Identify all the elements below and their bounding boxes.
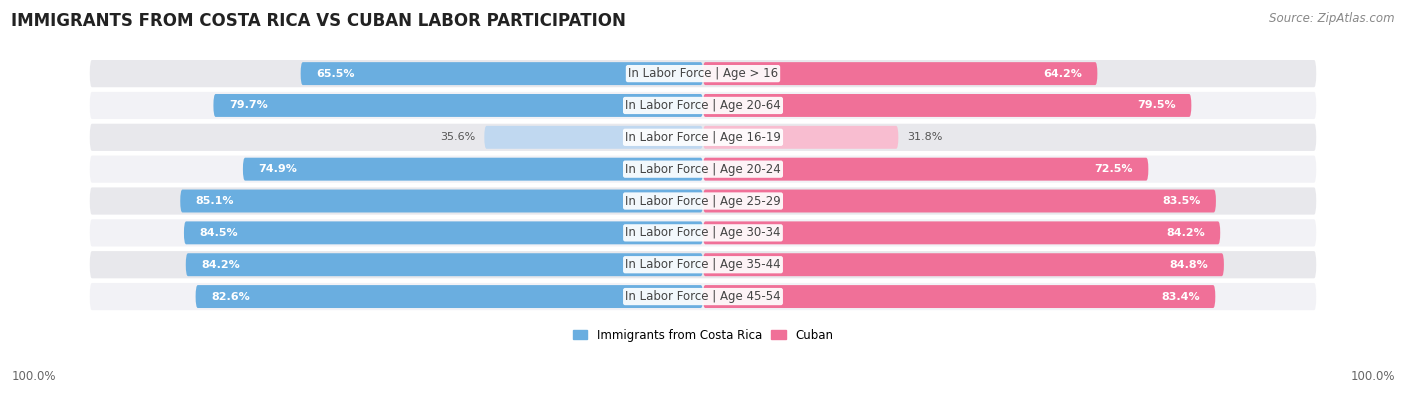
Text: Source: ZipAtlas.com: Source: ZipAtlas.com: [1270, 12, 1395, 25]
FancyBboxPatch shape: [89, 282, 1317, 311]
Text: 84.2%: 84.2%: [1166, 228, 1205, 238]
FancyBboxPatch shape: [89, 218, 1317, 248]
FancyBboxPatch shape: [214, 94, 703, 117]
FancyBboxPatch shape: [243, 158, 703, 181]
Text: In Labor Force | Age > 16: In Labor Force | Age > 16: [628, 67, 778, 80]
Legend: Immigrants from Costa Rica, Cuban: Immigrants from Costa Rica, Cuban: [568, 324, 838, 346]
Text: 65.5%: 65.5%: [316, 69, 354, 79]
FancyBboxPatch shape: [180, 190, 703, 213]
Text: 64.2%: 64.2%: [1043, 69, 1083, 79]
Text: 31.8%: 31.8%: [907, 132, 943, 142]
Text: In Labor Force | Age 20-24: In Labor Force | Age 20-24: [626, 163, 780, 176]
Text: 83.4%: 83.4%: [1161, 292, 1199, 301]
FancyBboxPatch shape: [703, 221, 1220, 245]
FancyBboxPatch shape: [195, 285, 703, 308]
Text: 84.2%: 84.2%: [201, 260, 240, 270]
FancyBboxPatch shape: [703, 253, 1223, 276]
Text: In Labor Force | Age 30-34: In Labor Force | Age 30-34: [626, 226, 780, 239]
Text: 100.0%: 100.0%: [11, 370, 56, 383]
Text: 100.0%: 100.0%: [1350, 370, 1395, 383]
Text: 84.8%: 84.8%: [1170, 260, 1209, 270]
FancyBboxPatch shape: [89, 91, 1317, 120]
Text: 35.6%: 35.6%: [440, 132, 475, 142]
FancyBboxPatch shape: [703, 190, 1216, 213]
Text: 74.9%: 74.9%: [259, 164, 297, 174]
Text: In Labor Force | Age 16-19: In Labor Force | Age 16-19: [626, 131, 780, 144]
FancyBboxPatch shape: [89, 123, 1317, 152]
FancyBboxPatch shape: [89, 186, 1317, 216]
Text: 72.5%: 72.5%: [1094, 164, 1133, 174]
Text: 83.5%: 83.5%: [1163, 196, 1201, 206]
FancyBboxPatch shape: [186, 253, 703, 276]
Text: 82.6%: 82.6%: [211, 292, 250, 301]
FancyBboxPatch shape: [89, 59, 1317, 88]
FancyBboxPatch shape: [89, 154, 1317, 184]
FancyBboxPatch shape: [89, 250, 1317, 279]
FancyBboxPatch shape: [703, 126, 898, 149]
FancyBboxPatch shape: [703, 158, 1149, 181]
Text: In Labor Force | Age 20-64: In Labor Force | Age 20-64: [626, 99, 780, 112]
Text: 85.1%: 85.1%: [195, 196, 235, 206]
Text: 79.5%: 79.5%: [1137, 100, 1175, 111]
FancyBboxPatch shape: [301, 62, 703, 85]
Text: In Labor Force | Age 25-29: In Labor Force | Age 25-29: [626, 194, 780, 207]
FancyBboxPatch shape: [184, 221, 703, 245]
FancyBboxPatch shape: [703, 62, 1097, 85]
Text: In Labor Force | Age 35-44: In Labor Force | Age 35-44: [626, 258, 780, 271]
Text: IMMIGRANTS FROM COSTA RICA VS CUBAN LABOR PARTICIPATION: IMMIGRANTS FROM COSTA RICA VS CUBAN LABO…: [11, 12, 626, 30]
FancyBboxPatch shape: [484, 126, 703, 149]
Text: 84.5%: 84.5%: [200, 228, 238, 238]
FancyBboxPatch shape: [703, 285, 1215, 308]
Text: In Labor Force | Age 45-54: In Labor Force | Age 45-54: [626, 290, 780, 303]
Text: 79.7%: 79.7%: [229, 100, 267, 111]
FancyBboxPatch shape: [703, 94, 1191, 117]
